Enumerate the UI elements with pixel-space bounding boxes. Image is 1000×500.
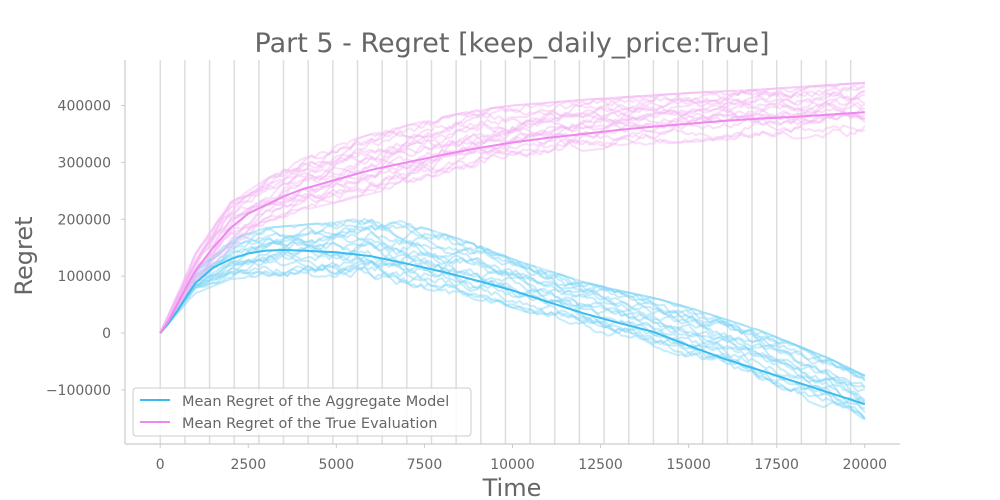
run-line-1-10 xyxy=(159,94,865,334)
y-tick-label-0: −100000 xyxy=(46,383,111,399)
run-line-1-13 xyxy=(159,90,866,334)
run-line-0-16 xyxy=(159,222,866,381)
y-tick-label-4: 300000 xyxy=(58,155,111,171)
run-line-1-16 xyxy=(159,81,865,334)
run-line-1-12 xyxy=(159,98,866,334)
y-tick-label-2: 100000 xyxy=(58,269,111,285)
run-line-1-3 xyxy=(159,111,866,334)
run-line-1-1 xyxy=(159,110,866,334)
x-tick-label-5: 12500 xyxy=(578,457,623,473)
run-line-1-19 xyxy=(159,81,865,334)
x-axis-label: Time xyxy=(482,474,542,500)
run-line-0-7 xyxy=(159,244,866,403)
run-line-0-3 xyxy=(159,258,865,405)
y-axis-label: Regret xyxy=(10,216,38,295)
run-line-0-14 xyxy=(159,224,866,377)
run-line-1-5 xyxy=(159,112,866,334)
run-line-1-15 xyxy=(159,83,866,334)
run-line-0-13 xyxy=(159,235,866,382)
run-line-1-7 xyxy=(159,99,866,334)
legend: Mean Regret of the Aggregate Model Mean … xyxy=(132,387,472,437)
run-line-1-8 xyxy=(159,104,866,334)
y-axis-ticks: −100000 0 100000 200000 300000 400000 xyxy=(46,99,125,399)
gridlines xyxy=(159,60,852,444)
run-line-0-2 xyxy=(159,264,866,420)
run-line-1-18 xyxy=(159,81,865,334)
x-tick-label-4: 10000 xyxy=(490,457,535,473)
y-tick-label-1: 0 xyxy=(102,326,111,342)
run-line-0-5 xyxy=(159,252,866,403)
series-line-0 xyxy=(159,249,866,406)
run-line-0-6 xyxy=(159,251,866,410)
x-tick-label-3: 7500 xyxy=(407,457,443,473)
x-tick-label-1: 2500 xyxy=(230,457,266,473)
x-tick-label-8: 20000 xyxy=(842,457,887,473)
legend-label-aggregate-model: Mean Regret of the Aggregate Model xyxy=(182,394,449,410)
x-tick-label-0: 0 xyxy=(156,457,165,473)
run-line-1-14 xyxy=(159,85,866,334)
x-tick-label-2: 5000 xyxy=(319,457,355,473)
run-line-0-19 xyxy=(159,218,866,377)
run-line-0-17 xyxy=(159,217,866,377)
y-tick-label-3: 200000 xyxy=(58,212,111,228)
legend-box xyxy=(132,387,472,437)
run-line-0-9 xyxy=(159,239,866,401)
run-line-0-1 xyxy=(159,261,866,419)
run-line-0-11 xyxy=(159,238,866,393)
individual-run-lines xyxy=(159,81,866,421)
mean-lines xyxy=(159,111,866,406)
run-line-0-15 xyxy=(159,224,866,379)
x-axis-ticks: 0 2500 5000 7500 10000 12500 15000 17500 20000 xyxy=(156,444,887,473)
run-line-1-17 xyxy=(159,81,865,334)
run-line-0-18 xyxy=(159,219,866,377)
legend-label-true-evaluation: Mean Regret of the True Evaluation xyxy=(182,416,437,432)
run-line-1-0 xyxy=(159,125,866,334)
series-line-1 xyxy=(159,111,865,334)
run-line-1-6 xyxy=(159,109,866,334)
x-tick-label-6: 15000 xyxy=(666,457,711,473)
x-tick-label-7: 17500 xyxy=(754,457,799,473)
run-line-0-10 xyxy=(159,240,866,389)
chart-title: Part 5 - Regret [keep_daily_price:True] xyxy=(255,28,770,59)
y-tick-label-5: 400000 xyxy=(58,99,111,115)
run-line-0-12 xyxy=(159,231,866,389)
